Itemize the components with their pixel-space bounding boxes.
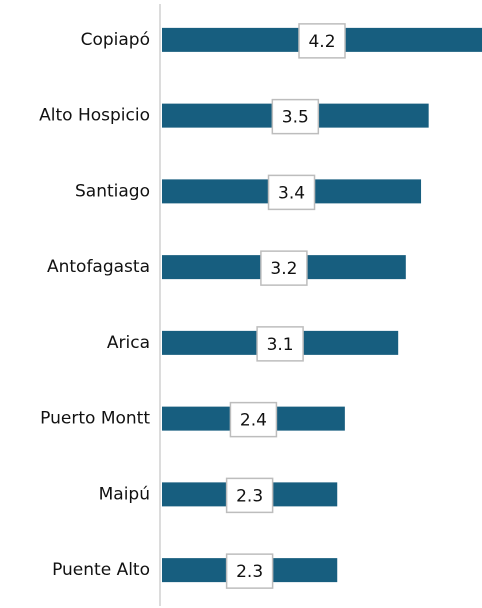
y-tick-label: Alto Hospicio [39,106,150,126]
value-label: 3.4 [278,183,305,203]
y-tick-label: Antofagasta [47,257,150,277]
y-tick-label: Arica [107,333,150,353]
value-label: 2.4 [240,411,267,431]
value-label: 3.5 [282,108,309,128]
value-label-box [267,174,316,211]
value-label: 3.2 [270,259,297,279]
value-label-box [225,477,274,514]
value-label: 3.1 [267,335,294,355]
value-label-box [225,553,274,589]
y-tick-label: Maipú [99,484,150,504]
y-tick-label: Copiapó [81,30,150,50]
y-tick-label: Puerto Montt [40,409,150,429]
value-label-box [256,326,304,362]
value-label-box [229,401,278,438]
value-label: 2.3 [236,486,263,506]
value-label-box [260,250,308,286]
value-label-box [298,23,346,59]
value-label: 2.3 [236,562,263,582]
value-label: 4.2 [308,32,335,52]
y-tick-label: Puente Alto [52,560,150,580]
y-tick-label: Santiago [75,181,150,201]
value-label-box [271,98,320,135]
